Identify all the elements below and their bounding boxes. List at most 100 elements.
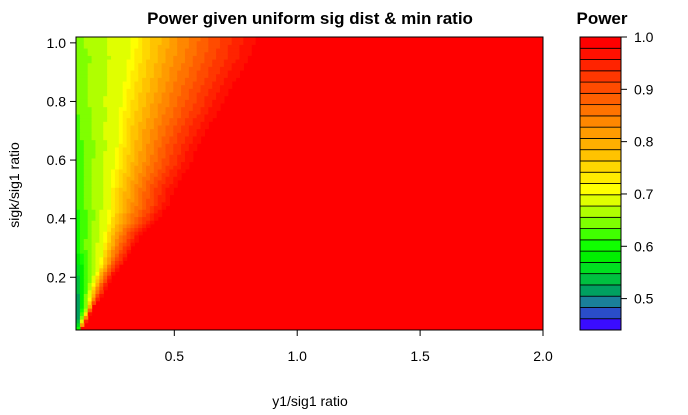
contour-cell	[149, 216, 155, 221]
contour-cell	[153, 143, 163, 148]
contour-cell	[118, 187, 128, 192]
contour-cell	[99, 231, 104, 236]
contour-cell	[138, 66, 147, 71]
contour-cell	[153, 187, 163, 192]
contour-cell	[76, 51, 89, 56]
contour-cell	[95, 143, 108, 148]
contour-cell	[146, 62, 155, 67]
contour-cell	[118, 234, 124, 240]
contour-cell	[118, 253, 124, 258]
contour-cell	[87, 264, 93, 269]
contour-cell	[188, 44, 198, 49]
contour-cell	[111, 212, 116, 218]
contour-cell	[107, 40, 132, 45]
y-tick-label: 0.8	[47, 93, 67, 109]
contour-cell	[161, 121, 170, 126]
contour-cell	[111, 194, 116, 199]
contour-cell	[157, 135, 163, 141]
contour-cell	[114, 242, 120, 247]
contour-cell	[122, 216, 128, 221]
contour-cell	[192, 106, 202, 111]
contour-cell	[192, 80, 206, 86]
contour-cell	[130, 44, 139, 49]
contour-cell	[157, 132, 167, 137]
contour-cell	[118, 183, 124, 188]
contour-cell	[91, 286, 97, 291]
contour-cell	[149, 77, 159, 82]
contour-cell	[107, 267, 112, 272]
contour-cell	[200, 124, 209, 130]
contour-cell	[165, 179, 174, 185]
contour-cell	[142, 198, 147, 203]
contour-cell	[103, 183, 112, 188]
contour-cell	[103, 95, 124, 100]
contour-cell	[83, 161, 93, 166]
contour-cell	[157, 102, 170, 108]
contour-cell	[87, 220, 93, 225]
contour-cell	[130, 69, 139, 75]
contour-cell	[157, 77, 170, 82]
contour-cell	[118, 113, 124, 119]
contour-cell	[181, 66, 190, 71]
contour-cell	[107, 44, 132, 49]
contour-cell	[79, 315, 85, 320]
contour-cell	[83, 37, 108, 42]
contour-cell	[126, 165, 132, 170]
contour-cell	[87, 304, 93, 309]
contour-cell	[79, 278, 85, 283]
contour-cell	[153, 117, 163, 122]
contour-cell	[239, 44, 252, 49]
contour-cell	[173, 146, 182, 152]
contour-cell	[107, 216, 112, 221]
contour-cell	[122, 110, 132, 115]
contour-cell	[146, 150, 155, 155]
contour-cell	[122, 132, 128, 137]
contour-cell	[146, 102, 151, 108]
contour-cell	[76, 73, 89, 78]
contour-cell	[169, 183, 178, 188]
contour-cell	[114, 238, 120, 243]
x-tick-label: 0.5	[165, 348, 185, 364]
contour-cell	[107, 275, 112, 280]
contour-cell	[111, 260, 116, 265]
contour-cell	[107, 212, 112, 218]
contour-cell	[87, 275, 93, 280]
contour-cell	[91, 113, 108, 119]
contour-cell	[103, 264, 108, 269]
contour-cell	[204, 80, 213, 86]
contour-cell	[146, 183, 151, 188]
contour-cell	[126, 234, 132, 240]
contour-cell	[83, 150, 97, 155]
contour-cell	[188, 73, 198, 78]
contour-cell	[103, 234, 108, 240]
contour-cell	[146, 220, 151, 225]
contour-cell	[91, 267, 97, 272]
contour-cell	[91, 106, 108, 111]
contour-cell	[146, 168, 155, 174]
contour-cell	[95, 267, 100, 272]
contour-cell	[76, 260, 81, 265]
contour-cell	[126, 121, 135, 126]
contour-cell	[134, 216, 139, 221]
contour-cell	[114, 231, 120, 236]
contour-cell	[138, 216, 143, 221]
contour-cell	[192, 139, 202, 144]
contour-cell	[76, 322, 81, 327]
contour-cell	[130, 227, 135, 232]
contour-cell	[103, 154, 116, 159]
contour-cell	[122, 179, 128, 185]
contour-cell	[196, 69, 209, 75]
contour-cell	[181, 110, 190, 115]
contour-cell	[83, 194, 93, 199]
contour-cell	[79, 264, 85, 269]
contour-cell	[87, 223, 93, 229]
contour-cell	[79, 128, 93, 133]
contour-cell	[87, 253, 93, 258]
contour-cell	[196, 77, 206, 82]
contour-cell	[138, 161, 143, 166]
contour-cell	[87, 51, 108, 56]
contour-cell	[114, 190, 120, 196]
contour-cell	[122, 157, 128, 163]
contour-cell	[146, 157, 151, 163]
contour-cell	[138, 227, 143, 232]
